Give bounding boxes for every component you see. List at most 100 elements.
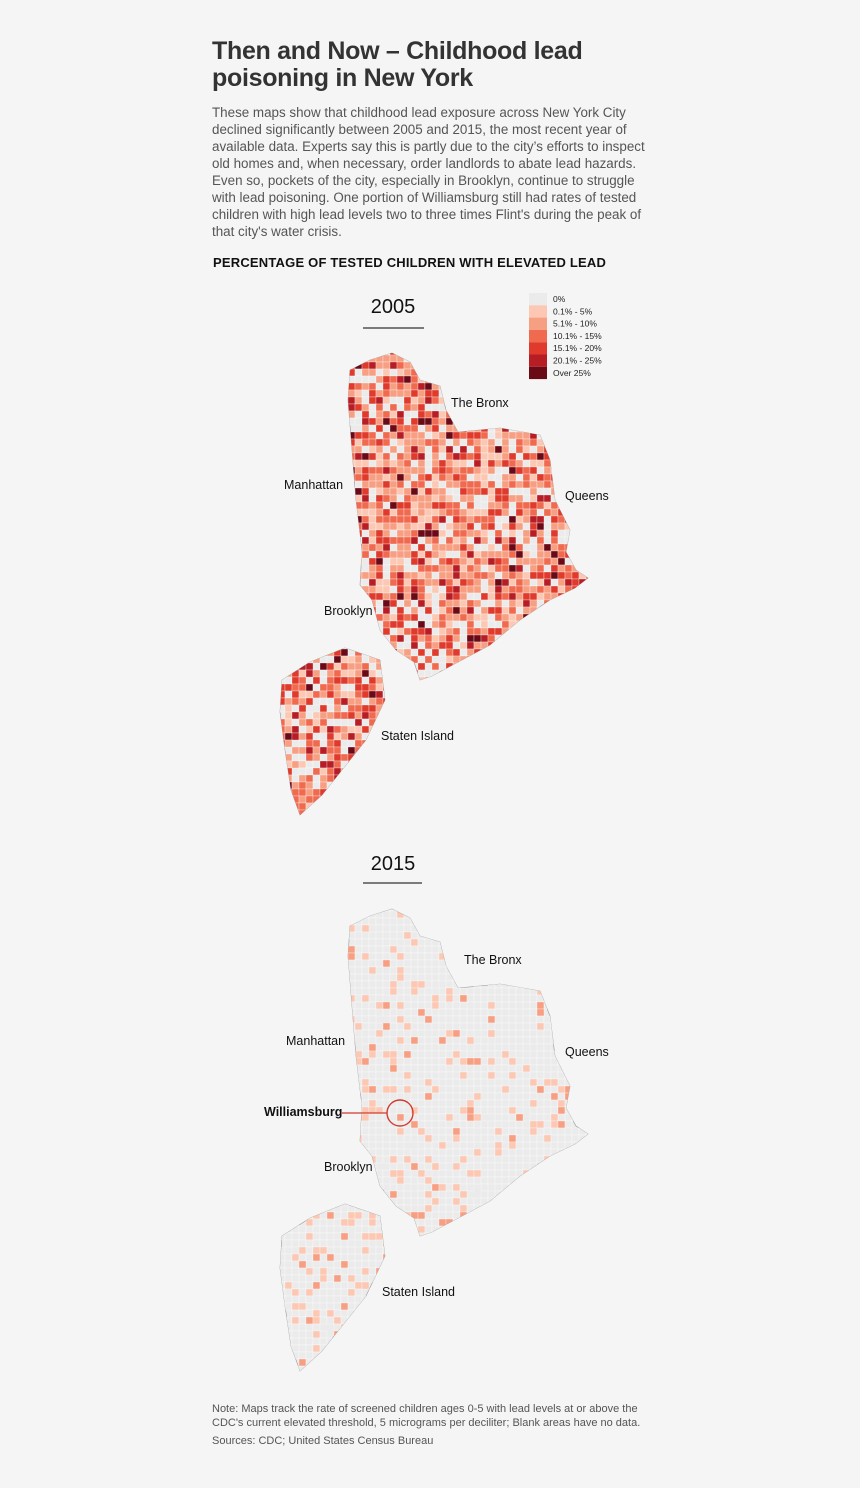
tract [403, 1127, 412, 1136]
tract [480, 599, 489, 608]
tract [487, 1267, 496, 1276]
tract [375, 557, 384, 566]
tract [445, 1001, 454, 1010]
tract [396, 931, 405, 940]
tract [522, 711, 531, 720]
tract [459, 1204, 468, 1213]
tract [466, 445, 475, 454]
tract [431, 1120, 440, 1129]
tract [445, 746, 454, 755]
tract [375, 1267, 384, 1276]
tract [494, 1155, 503, 1164]
tract [452, 788, 461, 797]
tract [280, 1022, 286, 1031]
tract [487, 1141, 496, 1150]
tract [340, 627, 349, 636]
tract [368, 1344, 377, 1353]
tract [347, 1134, 356, 1143]
tract [319, 368, 328, 377]
tract [494, 994, 503, 1003]
tract [361, 515, 370, 524]
tract [375, 529, 384, 538]
tract [431, 1148, 440, 1157]
tract [410, 683, 419, 692]
tract [291, 641, 300, 650]
tract [445, 917, 454, 926]
tract [340, 952, 349, 961]
tract [389, 403, 398, 412]
tract [312, 1267, 321, 1276]
tract [389, 1036, 398, 1045]
tract [466, 1197, 475, 1206]
tract [459, 669, 468, 678]
tract [417, 620, 426, 629]
tract [501, 987, 510, 996]
tract [445, 1092, 454, 1101]
tract [543, 606, 552, 615]
tract [291, 424, 300, 433]
tract [291, 529, 300, 538]
tract [452, 1190, 461, 1199]
tract [480, 1141, 489, 1150]
tract [494, 543, 503, 552]
tract [452, 606, 461, 615]
tract [326, 1148, 335, 1157]
tract [564, 683, 573, 692]
tract [284, 973, 293, 982]
tract [347, 774, 356, 783]
tract [403, 1064, 412, 1073]
tract [571, 753, 580, 762]
tract [424, 1239, 433, 1248]
tract [375, 697, 384, 706]
tract [368, 1148, 377, 1157]
tract [494, 669, 503, 678]
tract [424, 1351, 433, 1360]
tract [375, 620, 384, 629]
tract [557, 431, 566, 440]
tract [487, 662, 496, 671]
tract [347, 543, 356, 552]
tract [494, 410, 503, 419]
tract [368, 585, 377, 594]
tract [445, 1316, 454, 1325]
tract [452, 795, 461, 804]
tract [340, 980, 349, 989]
tract [452, 910, 461, 919]
tract [438, 767, 447, 776]
tract [417, 1085, 426, 1094]
tract [585, 718, 588, 727]
tract [298, 697, 307, 706]
tract [522, 536, 531, 545]
tract [389, 655, 398, 664]
tract [508, 809, 517, 815]
tract [424, 1155, 433, 1164]
tract [382, 767, 391, 776]
tract [354, 1274, 363, 1283]
tract [501, 501, 510, 510]
tract [347, 1127, 356, 1136]
tract [522, 564, 531, 573]
tract [375, 431, 384, 440]
tract [410, 550, 419, 559]
tract [550, 648, 559, 657]
tract [494, 938, 503, 947]
tract [494, 1008, 503, 1017]
tract [404, 1373, 411, 1380]
tract [280, 508, 286, 517]
tract [291, 788, 300, 797]
tract [389, 536, 398, 545]
tract [494, 515, 503, 524]
tract [480, 1078, 489, 1087]
tract [480, 382, 489, 391]
tract [291, 1001, 300, 1010]
tract [333, 1085, 342, 1094]
tract [438, 1148, 447, 1157]
tract [347, 690, 356, 699]
tract [312, 1134, 321, 1143]
tract [284, 354, 293, 363]
tract [466, 1071, 475, 1080]
tract [424, 1169, 433, 1178]
tract [280, 945, 286, 954]
tract [333, 431, 342, 440]
tract [403, 627, 412, 636]
